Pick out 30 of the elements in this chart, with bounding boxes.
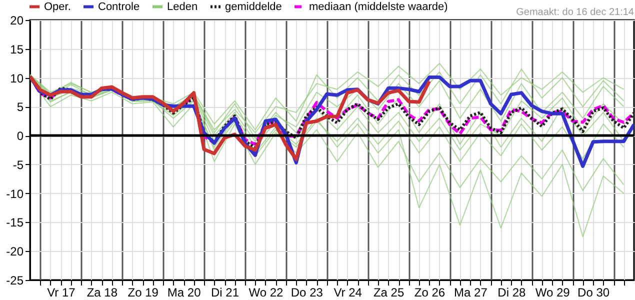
legend-label: Leden xyxy=(167,0,198,13)
y-tick-label: 0 xyxy=(16,129,24,144)
y-tick-label: -5 xyxy=(12,158,24,172)
legend-label: gemiddelde xyxy=(225,0,282,13)
x-tick-label: Ma 20 xyxy=(167,286,202,300)
y-tick-label: 20 xyxy=(10,14,24,28)
x-tick-label: Wo 22 xyxy=(248,286,284,300)
x-tick-label: Ma 27 xyxy=(454,286,488,300)
y-tick-label: 10 xyxy=(10,71,24,86)
y-tick-label: -25 xyxy=(6,274,24,288)
x-tick-label: Za 25 xyxy=(373,286,404,300)
x-tick-label: Wo 29 xyxy=(535,286,570,300)
legend-label: mediaan (middelste waarde) xyxy=(309,0,448,13)
text: Gemaakt: do 16 dec 21:14 xyxy=(516,7,634,18)
x-tick-label: Di 21 xyxy=(211,286,240,300)
y-tick-label: -10 xyxy=(6,186,24,201)
legend-label: Controle xyxy=(98,0,140,13)
x-tick-label: Zo 19 xyxy=(128,286,159,300)
x-tick-label: Vr 17 xyxy=(47,286,76,300)
y-tick-label: 15 xyxy=(10,42,24,56)
x-tick-label: Zo 26 xyxy=(414,286,446,300)
x-tick-label: Za 18 xyxy=(86,286,118,300)
y-tick-label: 5 xyxy=(16,100,24,114)
y-tick-label: -15 xyxy=(6,216,24,230)
legend-label: Oper. xyxy=(44,0,71,13)
x-tick-label: Di 28 xyxy=(498,286,526,300)
x-tick-label: Do 23 xyxy=(290,286,324,300)
y-tick-label: -20 xyxy=(6,244,24,259)
x-tick-label: Vr 24 xyxy=(334,286,362,300)
x-tick-label: Do 30 xyxy=(578,286,610,300)
